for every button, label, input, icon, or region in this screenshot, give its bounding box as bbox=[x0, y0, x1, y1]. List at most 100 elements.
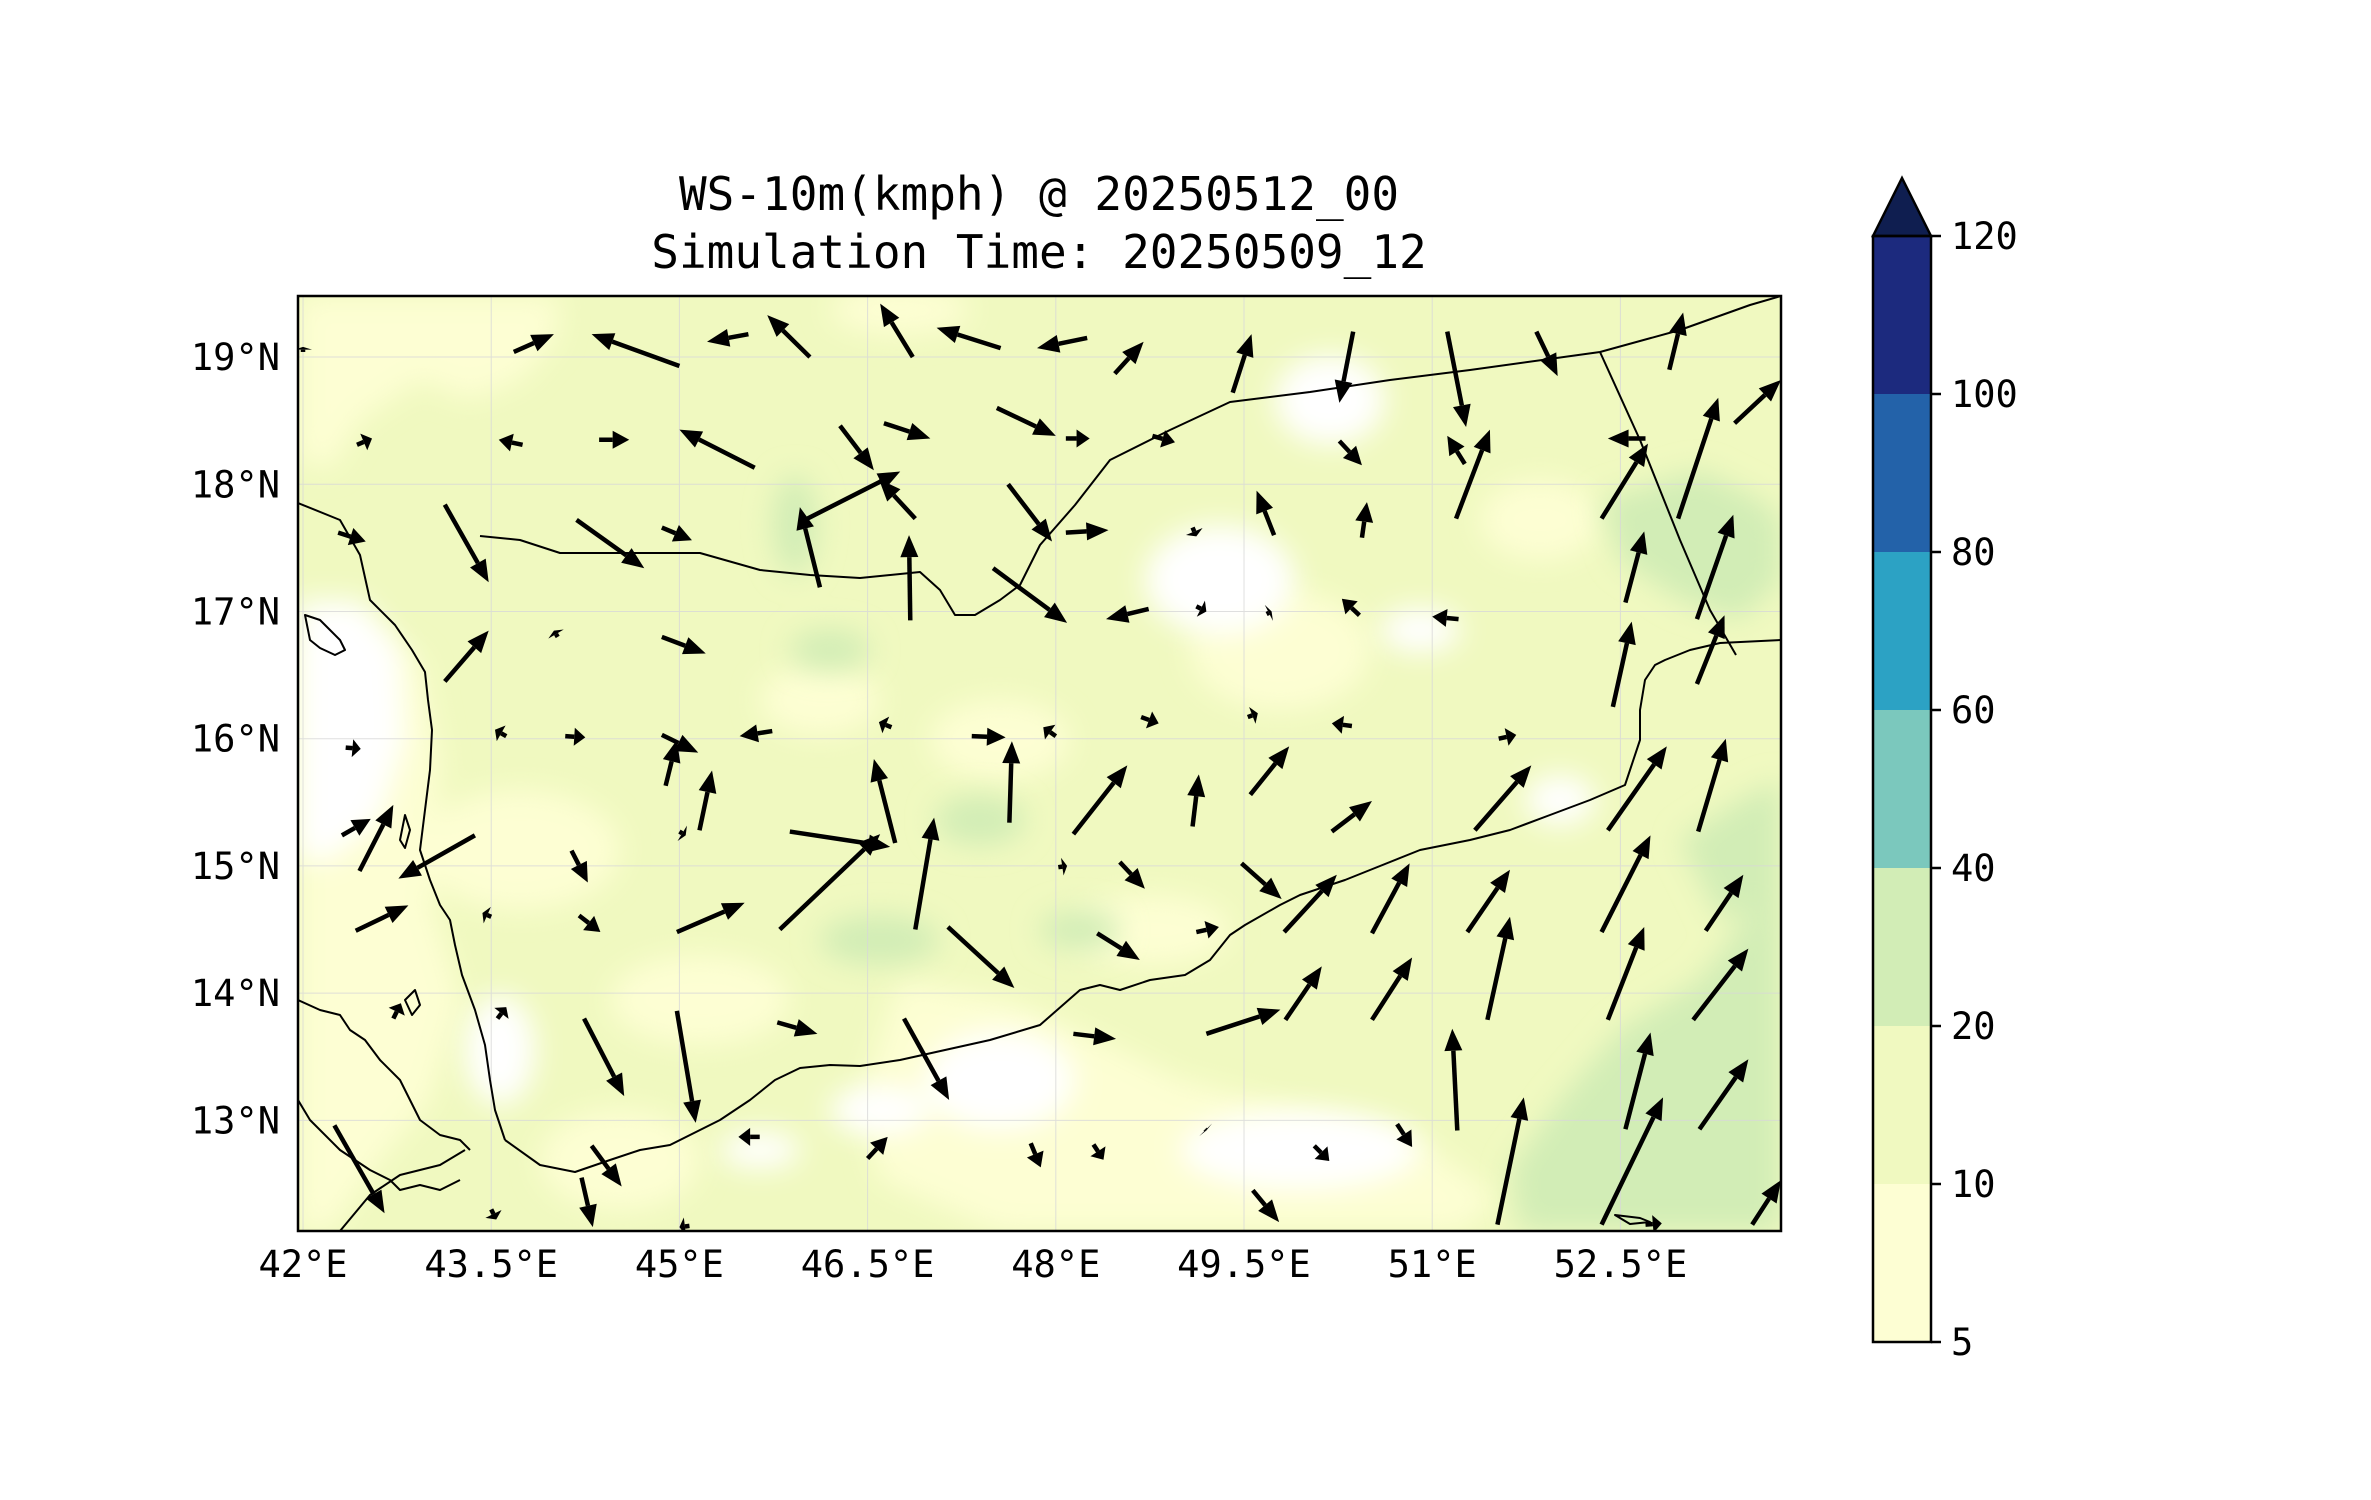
wind-arrow-head bbox=[1093, 1027, 1117, 1046]
x-axis-longitude: 42°E 43.5°E 45°E 46.5°E 48°E 49.5°E 51°E 52.5°E bbox=[258, 1243, 1687, 1286]
wind-arrow bbox=[870, 759, 898, 844]
wind-arrow-shaft bbox=[512, 341, 535, 355]
colorbar-extend-arrow bbox=[1870, 175, 1934, 238]
wind-arrow bbox=[1026, 1142, 1044, 1168]
wind-arrow-shaft bbox=[356, 439, 365, 447]
wind-arrow-head bbox=[1629, 531, 1648, 555]
wind-arrow-head bbox=[1490, 869, 1510, 893]
wind-arrow-shaft bbox=[486, 913, 493, 919]
wind-arrow bbox=[677, 825, 687, 841]
wind-arrow-head bbox=[350, 818, 371, 836]
wind-arrow-shaft bbox=[1623, 1053, 1648, 1130]
wind-arrow bbox=[589, 1144, 622, 1187]
x-tick-label: 51°E bbox=[1388, 1243, 1477, 1286]
wind-arrow-head bbox=[1249, 706, 1258, 724]
wind-arrow-head bbox=[1031, 518, 1053, 542]
wind-arrow-head bbox=[1268, 746, 1290, 770]
wind-arrow-head bbox=[1444, 1028, 1463, 1052]
wind-arrow-head bbox=[683, 1099, 701, 1123]
wind-arrow-head bbox=[698, 770, 717, 794]
wind-arrow-shaft bbox=[663, 760, 674, 787]
colorbar: 5 10 20 40 60 80 100 120 bbox=[1870, 175, 2018, 1364]
wind-arrow bbox=[660, 524, 692, 542]
wind-arrow-shaft bbox=[676, 909, 726, 935]
wind-arrow-shaft bbox=[577, 913, 591, 925]
wind-arrow bbox=[591, 333, 681, 369]
colorbar-segment bbox=[1873, 552, 1931, 710]
wind-arrow bbox=[1205, 1007, 1281, 1036]
wind-arrow-head bbox=[1185, 528, 1203, 537]
wind-arrow bbox=[485, 1208, 502, 1220]
wind-arrow-shaft bbox=[1606, 763, 1657, 832]
wind-arrow bbox=[1096, 931, 1140, 961]
wind-arrow bbox=[1264, 604, 1273, 621]
wind-arrow bbox=[1696, 738, 1729, 833]
colorbar-tick-label: 60 bbox=[1951, 689, 1996, 732]
wind-vectors bbox=[298, 303, 1781, 1231]
wind-arrow-shaft bbox=[1151, 433, 1164, 441]
wind-arrow-shaft bbox=[1473, 780, 1519, 832]
x-tick-label: 43.5°E bbox=[424, 1243, 558, 1286]
island-perim bbox=[1614, 1214, 1651, 1225]
wind-arrow bbox=[878, 479, 917, 521]
wind-arrow-head bbox=[573, 727, 586, 746]
wind-arrow-head bbox=[1256, 1007, 1281, 1026]
wind-arrow-head bbox=[548, 629, 564, 639]
wind-arrow-shaft bbox=[1251, 1188, 1267, 1207]
wind-arrow-shaft bbox=[1485, 937, 1508, 1021]
wind-arrow-head bbox=[739, 724, 759, 743]
wind-arrow-head bbox=[853, 447, 874, 471]
wind-arrow bbox=[1703, 874, 1744, 933]
wind-arrow bbox=[1071, 765, 1128, 836]
wind-arrow bbox=[707, 328, 749, 347]
wind-arrow-head bbox=[1349, 801, 1372, 822]
wind-arrow-head bbox=[1116, 940, 1140, 961]
wind-arrow-head bbox=[1043, 724, 1056, 740]
wind-arrow-head bbox=[1717, 514, 1735, 539]
wind-arrow bbox=[298, 346, 313, 352]
wind-arrow bbox=[739, 724, 773, 743]
wind-arrow-shaft bbox=[495, 1012, 504, 1020]
wind-arrow-head bbox=[1124, 867, 1145, 889]
wind-arrow bbox=[1623, 1032, 1654, 1130]
wind-arrow bbox=[1750, 1180, 1781, 1226]
wind-arrow-shaft bbox=[884, 722, 893, 730]
x-tick-label: 48°E bbox=[1011, 1243, 1100, 1286]
wind-arrow bbox=[1473, 765, 1532, 832]
coast-djibouti bbox=[298, 1099, 461, 1191]
wind-arrow bbox=[332, 1124, 385, 1214]
wind-arrow-shaft bbox=[728, 331, 749, 341]
wind-arrow bbox=[356, 433, 373, 451]
wind-arrow bbox=[354, 905, 409, 933]
wind-arrow bbox=[1002, 741, 1021, 823]
wind-arrow-shaft bbox=[1623, 552, 1641, 604]
wind-arrow-head bbox=[986, 727, 1006, 746]
wind-arrow-shaft bbox=[1006, 482, 1041, 526]
wind-arrow bbox=[1599, 443, 1649, 520]
x-tick-label: 42°E bbox=[258, 1243, 347, 1286]
wind-arrow bbox=[880, 303, 915, 359]
wind-arrow-shaft bbox=[1205, 1014, 1261, 1036]
colorbar-frame bbox=[1871, 234, 1933, 1344]
wind-arrow-shaft bbox=[391, 1010, 399, 1020]
wind-arrow bbox=[878, 716, 893, 734]
wind-arrow-head bbox=[1204, 920, 1219, 939]
wind-arrow bbox=[778, 834, 881, 932]
wind-arrow-shaft bbox=[1359, 521, 1367, 539]
wind-arrow-head bbox=[1496, 916, 1515, 941]
wind-arrow bbox=[865, 1136, 888, 1161]
wind-arrow-head bbox=[1315, 874, 1337, 898]
wind-arrow-head bbox=[1632, 835, 1651, 860]
wind-arrow-head bbox=[1723, 874, 1744, 899]
x-tick-label: 46.5°E bbox=[801, 1243, 935, 1286]
wind-arrow bbox=[575, 518, 645, 569]
wind-arrow-shaft bbox=[565, 733, 575, 739]
wind-arrow-shaft bbox=[1534, 330, 1551, 358]
y-tick-label: 14°N bbox=[191, 972, 280, 1015]
wind-arrow-head bbox=[398, 859, 422, 879]
wind-arrow-shaft bbox=[1675, 417, 1714, 520]
wind-arrow-head bbox=[906, 423, 931, 441]
coastline-red-sea bbox=[298, 502, 506, 1141]
wind-arrow-shaft bbox=[697, 791, 710, 831]
colorbar-segment bbox=[1873, 710, 1931, 868]
